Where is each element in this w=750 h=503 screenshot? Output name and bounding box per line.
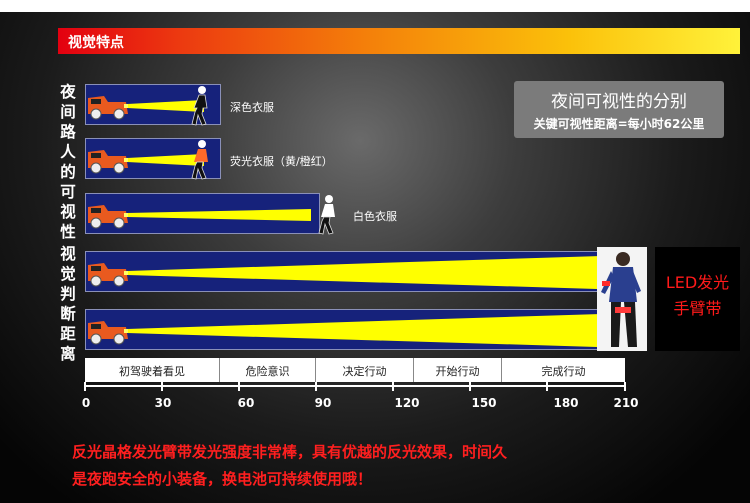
headlight-beam bbox=[126, 100, 204, 112]
headlight-beam bbox=[126, 209, 311, 221]
car-icon bbox=[88, 96, 128, 120]
footer-line-1: 反光晶格发光臂带发光强度非常棒，具有优越的反光效果，时间久 bbox=[72, 443, 508, 461]
pedestrian-fluorescent-icon bbox=[191, 140, 208, 180]
phase-segment: 决定行动 bbox=[315, 358, 413, 382]
axis-tick bbox=[315, 382, 317, 391]
phase-label: 危险意识 bbox=[245, 365, 290, 378]
axis-tick-label: 150 bbox=[471, 396, 497, 410]
axis-tick bbox=[161, 382, 163, 391]
distance-bar-1 bbox=[85, 251, 598, 292]
axis-tick-label: 60 bbox=[237, 396, 255, 410]
phase-segment: 危险意识 bbox=[219, 358, 315, 382]
phase-label: 初驾驶着看见 bbox=[119, 365, 185, 378]
distance-axis bbox=[85, 385, 626, 387]
pedestrian-dark-icon bbox=[191, 86, 208, 126]
row-label-white: 白色衣服 bbox=[353, 210, 397, 223]
axis-tick bbox=[392, 382, 394, 391]
runner-photo bbox=[597, 247, 647, 351]
phase-label: 决定行动 bbox=[342, 365, 387, 378]
axis-tick-label: 0 bbox=[81, 396, 91, 410]
phase-label: 完成行动 bbox=[541, 365, 586, 378]
car-icon bbox=[88, 205, 128, 229]
row-label-fluorescent: 荧光衣服（黄/橙红） bbox=[230, 155, 333, 168]
car-icon bbox=[88, 150, 128, 174]
phase-segment: 完成行动 bbox=[501, 358, 625, 382]
info-title: 夜间可视性的分别 bbox=[551, 92, 687, 112]
info-box: 夜间可视性的分别 关键可视性距离=每小时62公里 bbox=[514, 81, 724, 138]
footer-line-2: 是夜跑安全的小装备，换电池可持续使用哦！ bbox=[72, 470, 373, 488]
axis-tick-label: 90 bbox=[314, 396, 332, 410]
headlight-beam bbox=[126, 154, 204, 166]
headlight-beam bbox=[126, 256, 597, 289]
led-label-line1: LED发光 bbox=[665, 273, 730, 292]
axis-tick bbox=[84, 382, 86, 391]
top-band bbox=[0, 0, 750, 12]
axis-tick-label: 180 bbox=[553, 396, 579, 410]
phase-segment: 初驾驶着看见 bbox=[85, 358, 219, 382]
info-subtitle: 关键可视性距离=每小时62公里 bbox=[533, 117, 705, 131]
phase-bar bbox=[85, 358, 625, 382]
visibility-bar-white bbox=[85, 193, 320, 234]
axis-tick bbox=[546, 382, 548, 391]
headlight-beam bbox=[126, 314, 597, 347]
axis-tick-label: 120 bbox=[394, 396, 420, 410]
title-bar: 视觉特点 bbox=[58, 28, 740, 54]
led-label-line2: 手臂带 bbox=[673, 299, 722, 318]
led-armband-label: LED发光 手臂带 bbox=[655, 247, 740, 351]
car-icon bbox=[88, 321, 128, 345]
side-label-judge-distance: 视觉判断距离 bbox=[60, 245, 76, 363]
axis-tick bbox=[624, 382, 626, 391]
car-icon bbox=[88, 263, 128, 287]
axis-tick-label: 210 bbox=[613, 396, 639, 410]
phase-label: 开始行动 bbox=[435, 365, 480, 378]
phase-segment: 开始行动 bbox=[413, 358, 501, 382]
axis-tick bbox=[469, 382, 471, 391]
pedestrian-white-icon bbox=[318, 195, 335, 235]
distance-bar-2 bbox=[85, 309, 598, 350]
title-text: 视觉特点 bbox=[68, 35, 124, 51]
side-label-night-pedestrians: 夜间路人的可视性 bbox=[60, 83, 76, 241]
row-label-dark: 深色衣服 bbox=[230, 101, 274, 114]
axis-tick bbox=[238, 382, 240, 391]
axis-tick-label: 30 bbox=[154, 396, 172, 410]
